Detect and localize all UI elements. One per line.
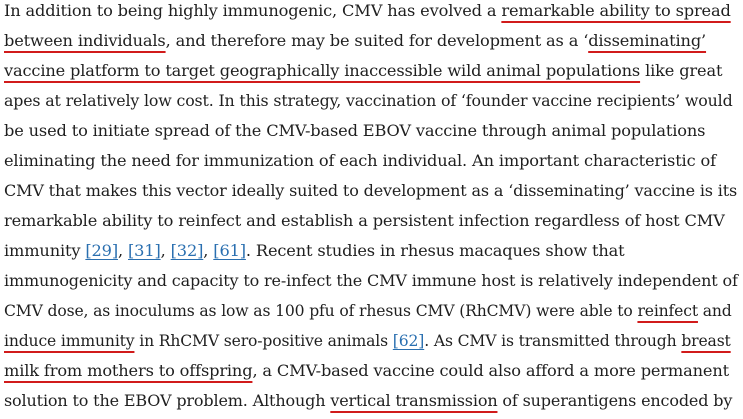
body-text: immunogenicity and capacity to re-infect… — [4, 271, 738, 290]
body-text: like great — [640, 61, 723, 80]
body-text: remarkable ability to reinfect and estab… — [4, 211, 725, 230]
body-text: , — [160, 241, 171, 260]
citation-link[interactable]: [32] — [170, 241, 204, 260]
body-text: apes at relatively low cost. In this str… — [4, 91, 733, 110]
citation-link[interactable]: [29] — [85, 241, 118, 260]
highlighted-phrase: remarkable ability to spread — [501, 1, 731, 20]
body-text: and — [697, 302, 732, 320]
citation-link[interactable]: [31] — [128, 241, 161, 260]
body-text: of superantigens encoded by — [497, 391, 733, 410]
text-line: In addition to being highly immunogenic,… — [4, 0, 731, 22]
text-line: CMV dose, as inoculums as low as 100 pfu… — [4, 300, 732, 322]
text-line: remarkable ability to reinfect and estab… — [4, 210, 725, 232]
body-text: eliminating the need for immunization of… — [4, 151, 716, 170]
body-text: immunity — [4, 241, 86, 260]
highlighted-phrase: milk from mothers to offspring — [4, 361, 253, 380]
body-text: . As CMV is transmitted through — [424, 332, 682, 350]
body-text: In addition to being highly immunogenic,… — [4, 1, 502, 20]
text-line: milk from mothers to offspring, a CMV-ba… — [4, 360, 729, 382]
text-line: solution to the EBOV problem. Although v… — [4, 390, 732, 412]
highlighted-phrase: between individuals — [4, 31, 166, 50]
text-line: immunity [29], [31], [32], [61]. Recent … — [4, 240, 625, 262]
citation-link[interactable]: [61] — [213, 241, 246, 260]
text-line: be used to initiate spread of the CMV-ba… — [4, 120, 705, 142]
highlighted-phrase: disseminating’ — [588, 31, 707, 50]
text-line: vaccine platform to target geographicall… — [4, 60, 722, 82]
text-line: between individuals, and therefore may b… — [4, 30, 706, 52]
highlighted-phrase: induce immunity — [4, 332, 135, 350]
highlighted-phrase: reinfect — [637, 302, 698, 320]
body-text: , and therefore may be suited for develo… — [165, 31, 589, 50]
body-text: solution to the EBOV problem. Although — [4, 391, 331, 410]
citation-link[interactable]: [62] — [392, 332, 425, 350]
body-text: CMV dose, as inoculums as low as 100 pfu… — [4, 302, 638, 320]
body-text: . Recent studies in rhesus macaques show… — [245, 241, 625, 260]
body-text: , a CMV-based vaccine could also afford … — [252, 361, 729, 380]
body-text: , — [203, 241, 214, 260]
body-text: CMV that makes this vector ideally suite… — [4, 181, 738, 200]
text-line: eliminating the need for immunization of… — [4, 150, 716, 172]
highlighted-phrase: vertical transmission — [330, 391, 498, 410]
text-line: apes at relatively low cost. In this str… — [4, 90, 733, 112]
text-line: CMV that makes this vector ideally suite… — [4, 180, 737, 202]
text-line: induce immunity in RhCMV sero-positive a… — [4, 330, 731, 352]
body-text: in RhCMV sero-positive animals — [134, 332, 393, 350]
body-text: be used to initiate spread of the CMV-ba… — [4, 121, 706, 140]
highlighted-phrase: vaccine platform to target geographicall… — [4, 61, 641, 80]
text-line: immunogenicity and capacity to re-infect… — [4, 270, 738, 292]
highlighted-phrase: breast — [681, 332, 731, 350]
body-text: , — [118, 241, 128, 260]
